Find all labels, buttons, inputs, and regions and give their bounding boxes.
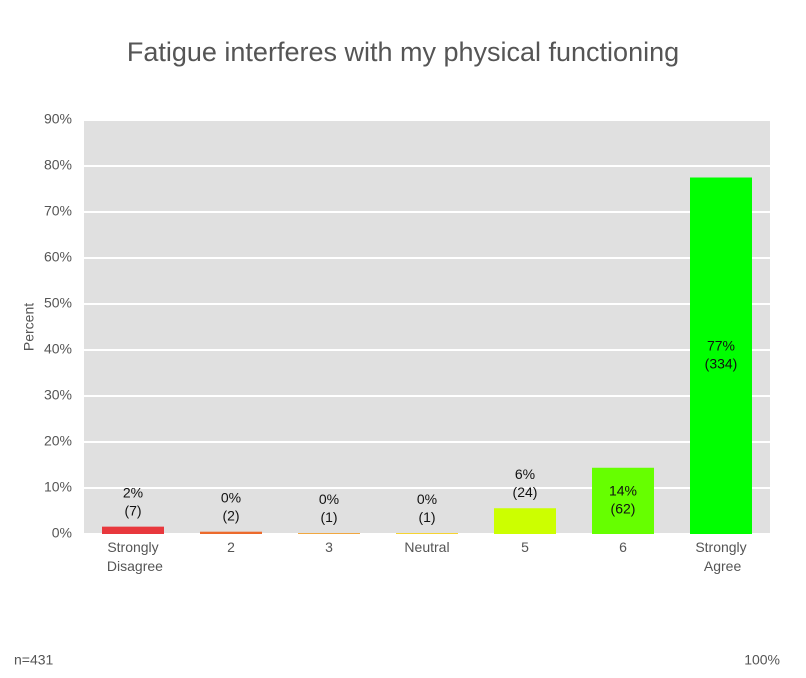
y-tick-label: 20% xyxy=(44,433,72,449)
y-tick-label: 70% xyxy=(44,203,72,219)
count-label: (1) xyxy=(418,509,435,525)
bar xyxy=(200,531,262,534)
count-label: (1) xyxy=(320,509,337,525)
y-tick-label: 80% xyxy=(44,157,72,173)
bar xyxy=(102,526,164,534)
value-label: 14% xyxy=(609,483,637,499)
value-label: 77% xyxy=(707,337,735,353)
count-label: (24) xyxy=(513,484,538,500)
y-tick-label: 0% xyxy=(52,525,72,541)
bar xyxy=(690,177,752,534)
value-label: 2% xyxy=(123,484,143,500)
y-tick-label: 90% xyxy=(44,111,72,127)
x-tick-label: Neutral xyxy=(404,539,449,555)
x-tick-label: Strongly Disagree xyxy=(103,539,163,574)
bar xyxy=(494,508,556,534)
y-tick-label: 30% xyxy=(44,387,72,403)
value-label: 0% xyxy=(417,491,437,507)
y-tick-label: 50% xyxy=(44,295,72,311)
value-label: 0% xyxy=(319,491,339,507)
bar xyxy=(396,533,458,534)
y-tick-label: 60% xyxy=(44,249,72,265)
bar xyxy=(298,533,360,534)
plot-area xyxy=(84,120,770,534)
count-label: (62) xyxy=(611,501,636,517)
y-tick-label: 40% xyxy=(44,341,72,357)
footer-left: n=431 xyxy=(14,652,54,668)
chart-title: Fatigue interferes with my physical func… xyxy=(127,37,679,67)
x-tick-label: 6 xyxy=(619,539,627,555)
x-tick-label: 3 xyxy=(325,539,333,555)
value-label: 0% xyxy=(221,489,241,505)
value-label: 6% xyxy=(515,466,535,482)
y-tick-label: 10% xyxy=(44,479,72,495)
x-tick-label: Strongly Agree xyxy=(695,539,746,574)
bar xyxy=(592,467,654,534)
x-tick-label: 5 xyxy=(521,539,529,555)
x-tick-label: 2 xyxy=(227,539,235,555)
count-label: (2) xyxy=(222,507,239,523)
count-label: (334) xyxy=(705,355,738,371)
count-label: (7) xyxy=(124,502,141,518)
y-axis-label: Percent xyxy=(21,303,37,351)
footer-right: 100% xyxy=(744,652,780,668)
